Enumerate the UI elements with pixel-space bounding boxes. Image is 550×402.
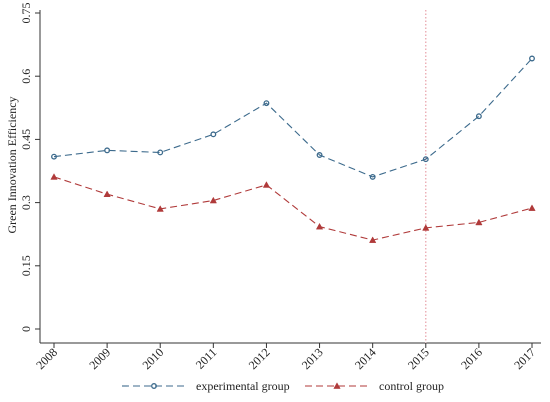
y-tick-label: 0.75: [19, 3, 33, 24]
series-line: [53, 58, 533, 178]
data-point: [316, 152, 323, 158]
axes: 0 0.15 0.3 0.45 0.6 0.75 2008 2009 2010 2011 2012 2…: [19, 3, 541, 372]
data-point: [51, 153, 57, 160]
series-2: [50, 173, 536, 243]
data-point: [369, 173, 376, 180]
data-point: [333, 382, 341, 389]
series-1: [51, 55, 535, 180]
y-axis-label: Green Innovation Efficiency: [5, 96, 19, 233]
data-point: [369, 236, 377, 243]
data-point: [157, 149, 164, 156]
series-line: [53, 176, 533, 241]
y-tick-label: 0.3: [19, 195, 33, 210]
legend-label: control group: [379, 379, 444, 393]
x-tick-label: 2016: [458, 345, 485, 372]
x-tick-label: 2010: [139, 345, 166, 372]
data-point: [262, 181, 271, 188]
data-point: [263, 100, 270, 107]
data-point: [210, 131, 217, 138]
data-point: [422, 156, 429, 163]
x-tick-label: 2008: [33, 345, 60, 372]
y-tick-label: 0.15: [19, 255, 33, 276]
legend-item: experimental group: [122, 379, 290, 393]
x-tick-label: 2011: [193, 345, 220, 372]
x-tick-label: 2015: [405, 345, 432, 372]
x-tick-label: 2013: [299, 345, 326, 372]
x-tick-label: 2014: [352, 345, 379, 372]
data-point: [475, 218, 483, 226]
legend-label: experimental group: [196, 379, 290, 393]
data-point: [529, 55, 535, 62]
data-point: [209, 196, 217, 204]
y-tick-label: 0: [19, 326, 33, 332]
data-point: [528, 204, 536, 211]
data-point: [103, 190, 111, 197]
data-point: [156, 205, 164, 212]
x-tick-label: 2017: [511, 345, 538, 372]
data-point: [151, 383, 157, 389]
legend-item: control group: [305, 379, 444, 393]
y-tick-label: 0.6: [19, 69, 33, 84]
data-point: [50, 173, 58, 180]
y-tick-label: 0.45: [19, 129, 33, 150]
legend: experimental group control group: [122, 379, 444, 393]
x-tick-label: 2009: [86, 345, 113, 372]
data-point: [315, 222, 324, 230]
series-group: [50, 55, 536, 243]
data-point: [104, 147, 111, 154]
x-tick-label: 2012: [246, 345, 273, 372]
data-point: [475, 113, 482, 120]
data-point: [422, 224, 430, 231]
